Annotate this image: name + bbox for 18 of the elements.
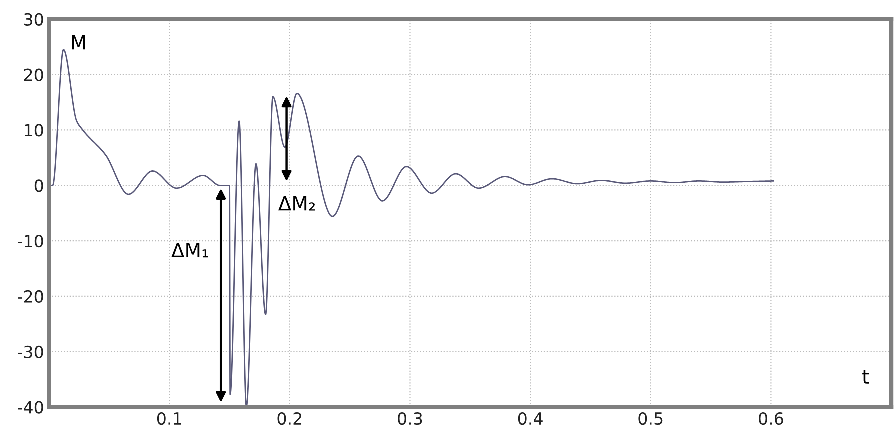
- x-axis-title: t: [862, 370, 870, 384]
- x-tick-label: 0.4: [518, 412, 543, 426]
- annotation: ΔM₁: [172, 243, 208, 258]
- y-tick-label: 0: [34, 180, 44, 192]
- y-tick-label: 30: [24, 13, 44, 26]
- y-axis-title: M: [72, 36, 86, 50]
- annotation: ΔM₂: [278, 196, 316, 211]
- x-tick-label: 0.5: [638, 412, 663, 426]
- y-tick-label: 20: [24, 68, 44, 82]
- y-tick-label: -30: [18, 346, 44, 358]
- y-tick-label: -10: [18, 235, 44, 248]
- x-tick-label: 0.1: [157, 412, 182, 426]
- y-tick-label: -40: [18, 401, 44, 414]
- x-tick-label: 0.3: [398, 412, 422, 426]
- x-tick-label: 0.2: [278, 412, 302, 426]
- y-tick-label: -20: [18, 290, 44, 304]
- y-tick-label: 10: [25, 124, 44, 137]
- x-tick-label: 0.6: [759, 412, 784, 426]
